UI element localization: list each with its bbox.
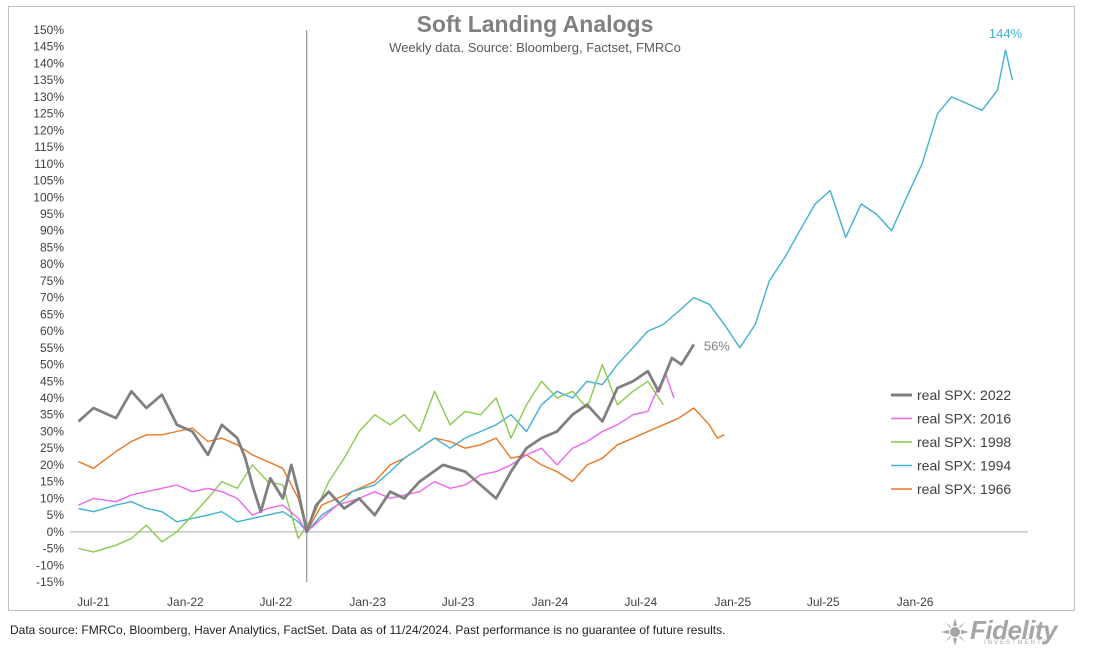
y-tick-label: 10% [40,491,64,505]
y-tick-label: 110% [34,157,64,171]
y-tick-label: 5% [47,508,65,522]
y-tick-label: 150% [33,23,64,37]
y-tick-label: 120% [33,123,64,137]
x-tick-label: Jan-25 [714,595,751,609]
x-tick-label: Jul-22 [259,595,292,609]
x-tick-label: Jan-22 [167,595,204,609]
x-tick-label: Jul-24 [625,595,658,609]
y-tick-label: 55% [40,341,64,355]
y-tick-label: 0% [47,525,65,539]
y-tick-label: 115% [34,140,64,154]
x-tick-label: Jul-23 [442,595,475,609]
legend: real SPX: 2022 real SPX: 2016 real SPX: 19… [891,387,1011,497]
x-tick-label: Jul-21 [77,595,110,609]
legend-label: real SPX: 2022 [917,387,1011,403]
y-tick-label: 15% [40,475,64,489]
legend-label: real SPX: 1966 [917,481,1011,497]
y-tick-label: 30% [40,424,64,438]
legend-label: real SPX: 2016 [917,411,1011,427]
y-tick-label: 135% [33,73,64,87]
y-tick-label: 20% [40,458,64,472]
y-axis: 150% 145% 140% 135% 130% 125% 120% 115% 110% 105%… [33,23,64,589]
y-tick-label: 130% [33,90,64,104]
y-tick-label: 50% [40,358,64,372]
chart-frame [8,6,1075,611]
series-line-2022 [77,343,695,534]
y-tick-label: 80% [40,257,64,271]
y-tick-label: -10% [36,558,64,572]
y-tick-label: 35% [40,408,64,422]
chart-subtitle: Weekly data. Source: Bloomberg, Factset,… [389,40,681,55]
y-tick-label: -15% [36,575,64,589]
x-axis: Jul-21 Jan-22 Jul-22 Jan-23 Jul-23 Jan-24 Jul-… [70,30,1028,609]
footer-note: Data source: FMRCo, Bloomberg, Haver Ana… [10,623,726,637]
y-tick-label: 60% [40,324,64,338]
annotation-label: 56% [704,338,730,353]
y-tick-label: 65% [40,307,64,321]
series-line-2016 [78,373,675,533]
y-tick-label: 105% [33,174,64,188]
y-tick-label: 85% [40,240,64,254]
chart-title: Soft Landing Analogs [417,11,654,37]
y-tick-label: 45% [40,374,64,388]
legend-label: real SPX: 1998 [917,434,1011,450]
series-line-1994 [78,49,1014,533]
y-tick-label: 145% [33,40,64,54]
y-tick-label: 25% [40,441,64,455]
plot-lines [77,49,1014,553]
y-tick-label: 125% [33,107,64,121]
annotations: 144% 56% [704,26,1023,353]
series-line-1966 [78,407,725,533]
brand-logo: Fidelity INVESTMENTS [940,615,1092,647]
y-tick-label: -5% [43,542,65,556]
y-tick-label: 40% [40,391,64,405]
annotation-label: 144% [989,26,1023,41]
x-tick-label: Jul-25 [807,595,840,609]
x-tick-label: Jan-26 [897,595,934,609]
brand-subtitle: INVESTMENTS [984,640,1049,646]
legend-label: real SPX: 1994 [917,458,1011,474]
chart-area: Soft Landing Analogs Weekly data. Source… [33,11,1028,609]
brand-burst-icon [941,618,969,646]
y-tick-label: 100% [33,190,64,204]
y-tick-label: 140% [33,56,64,70]
brand-name: Fidelity [970,615,1058,645]
x-tick-label: Jan-24 [532,595,569,609]
y-tick-label: 95% [40,207,64,221]
y-tick-label: 75% [40,274,64,288]
y-tick-label: 90% [40,224,64,238]
y-tick-label: 70% [40,291,64,305]
series-line-1998 [78,363,664,553]
x-tick-label: Jan-23 [349,595,386,609]
